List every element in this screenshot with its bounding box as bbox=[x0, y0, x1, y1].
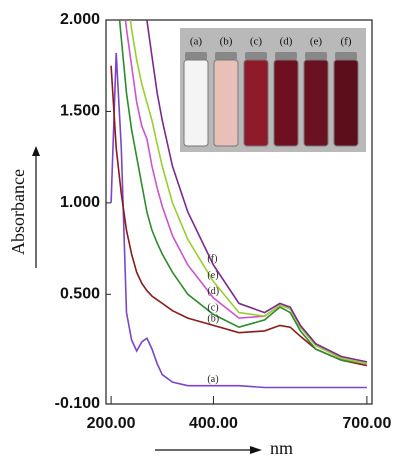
vial bbox=[213, 59, 239, 147]
y-axis-label: Absorbance bbox=[8, 169, 28, 255]
vial-cap bbox=[245, 52, 267, 60]
x-tick-label: 200.00 bbox=[87, 415, 136, 432]
vial-cap bbox=[335, 52, 357, 60]
curve-label: (c) bbox=[207, 303, 218, 314]
vial-label: (e) bbox=[310, 36, 323, 48]
vial bbox=[333, 59, 359, 147]
vial-label: (c) bbox=[250, 36, 263, 48]
x-tick-label: 700.00 bbox=[342, 415, 391, 432]
vial-label: (d) bbox=[280, 36, 293, 48]
y-tick-label: 1.500 bbox=[60, 103, 100, 120]
spectrum-line bbox=[118, 20, 368, 365]
y-tick-label: -0.100 bbox=[55, 395, 100, 412]
spectrum-line bbox=[129, 20, 368, 365]
curve-label: (f) bbox=[207, 253, 217, 264]
vial-label: (a) bbox=[190, 36, 203, 48]
vial bbox=[303, 59, 329, 147]
vial-cap bbox=[305, 52, 327, 60]
y-tick-label: 0.500 bbox=[60, 286, 100, 303]
curve-label: (a) bbox=[207, 374, 218, 385]
x-axis-label: nm bbox=[270, 438, 293, 458]
plot-frame bbox=[105, 19, 373, 405]
spectrum-line bbox=[146, 20, 368, 363]
vial-label: (f) bbox=[341, 36, 352, 48]
inset-photo: (a) (b) (c) (d) (e) (f) bbox=[180, 28, 366, 152]
vial bbox=[183, 59, 209, 147]
x-arrowhead bbox=[250, 446, 262, 454]
vial bbox=[273, 59, 299, 147]
x-tick-label: 400.00 bbox=[189, 415, 238, 432]
spectrum-line bbox=[110, 52, 367, 389]
vial-cap bbox=[185, 52, 207, 60]
vial-cap bbox=[275, 52, 297, 60]
vial-label: (b) bbox=[220, 36, 233, 48]
vial-cap bbox=[215, 52, 237, 60]
curve-label: (e) bbox=[207, 270, 218, 281]
y-tick-label: 2.000 bbox=[60, 11, 100, 28]
vial bbox=[243, 59, 269, 147]
spectrum-line bbox=[110, 65, 368, 367]
plot-area bbox=[110, 20, 368, 389]
y-tick-label: 1.000 bbox=[60, 194, 100, 211]
curve-label: (d) bbox=[207, 286, 219, 297]
y-arrowhead bbox=[32, 146, 40, 156]
curve-label: (b) bbox=[207, 314, 219, 325]
